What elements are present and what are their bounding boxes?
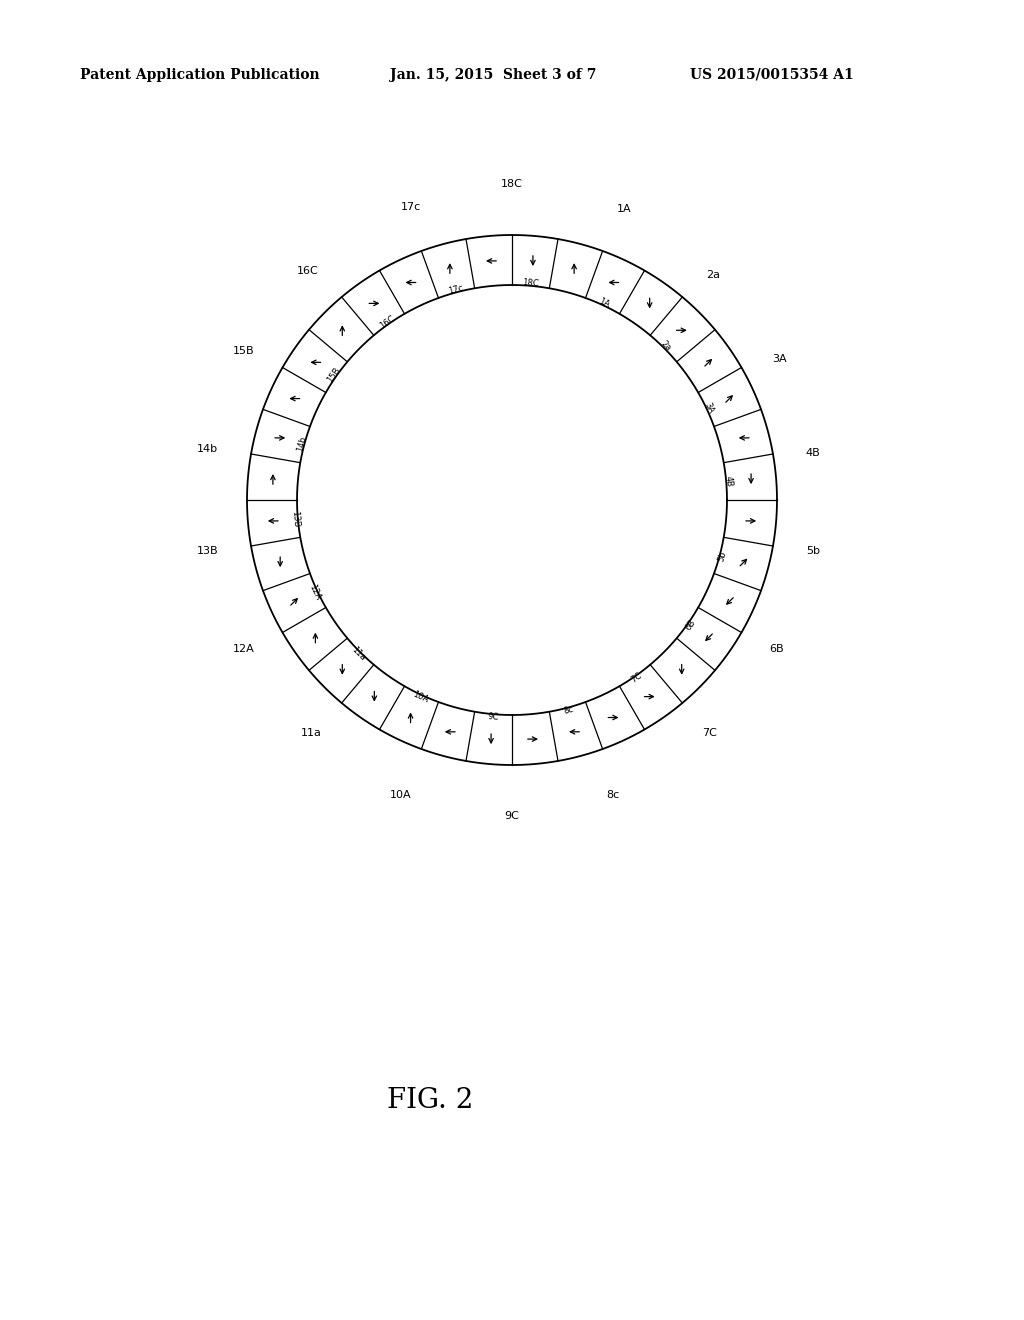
Text: 17c: 17c xyxy=(447,284,464,296)
Text: 5b: 5b xyxy=(806,546,819,556)
Text: 5b: 5b xyxy=(717,550,728,562)
Text: 3A: 3A xyxy=(702,401,716,414)
Text: 13B: 13B xyxy=(290,511,300,528)
Text: 15B: 15B xyxy=(326,366,342,384)
Text: 16C: 16C xyxy=(378,313,396,330)
Text: 18C: 18C xyxy=(501,180,523,189)
Text: 2a: 2a xyxy=(659,339,673,352)
Text: 17c: 17c xyxy=(401,202,421,213)
Text: 18C: 18C xyxy=(522,279,540,289)
Text: FIG. 2: FIG. 2 xyxy=(387,1086,473,1114)
Text: 10A: 10A xyxy=(389,789,412,800)
Text: 4B: 4B xyxy=(724,475,733,487)
Text: 14b: 14b xyxy=(296,434,308,453)
Text: 3A: 3A xyxy=(772,354,786,363)
Text: 16C: 16C xyxy=(296,267,318,276)
Text: 4B: 4B xyxy=(806,447,820,458)
Text: 9C: 9C xyxy=(487,711,499,722)
Text: 7C: 7C xyxy=(701,727,717,738)
Text: 6B: 6B xyxy=(683,618,697,632)
Text: 8c: 8c xyxy=(562,705,574,715)
Text: 2a: 2a xyxy=(706,271,720,280)
Text: Jan. 15, 2015  Sheet 3 of 7: Jan. 15, 2015 Sheet 3 of 7 xyxy=(390,69,596,82)
Text: 9C: 9C xyxy=(505,810,519,821)
Text: 1A: 1A xyxy=(616,205,632,214)
Text: 15B: 15B xyxy=(233,346,255,355)
Text: 12A: 12A xyxy=(307,582,323,601)
Text: 14b: 14b xyxy=(198,444,218,454)
Text: 10A: 10A xyxy=(411,689,429,705)
Text: Patent Application Publication: Patent Application Publication xyxy=(80,69,319,82)
Text: 13B: 13B xyxy=(197,546,218,556)
Text: 11a: 11a xyxy=(349,645,367,663)
Text: 6B: 6B xyxy=(769,644,783,655)
Text: 11a: 11a xyxy=(301,727,323,738)
Text: 12A: 12A xyxy=(233,644,255,655)
Text: 7C: 7C xyxy=(630,672,644,685)
Text: 8c: 8c xyxy=(606,789,620,800)
Text: US 2015/0015354 A1: US 2015/0015354 A1 xyxy=(690,69,854,82)
Text: 1A: 1A xyxy=(597,297,610,309)
